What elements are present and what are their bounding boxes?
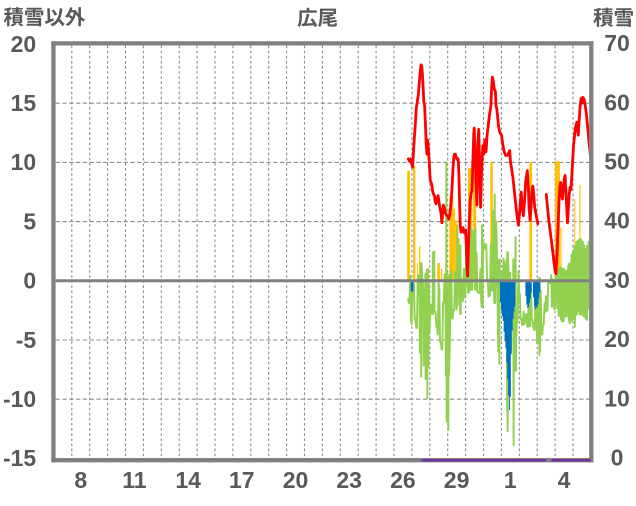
svg-text:-15: -15 <box>3 445 36 471</box>
svg-text:26: 26 <box>390 467 416 493</box>
svg-text:-5: -5 <box>16 327 37 353</box>
svg-text:10: 10 <box>11 149 37 175</box>
svg-text:29: 29 <box>444 467 470 493</box>
svg-text:20: 20 <box>604 326 630 352</box>
svg-text:30: 30 <box>604 267 630 293</box>
svg-text:70: 70 <box>604 30 630 56</box>
svg-text:20: 20 <box>283 467 309 493</box>
svg-text:11: 11 <box>122 467 147 493</box>
svg-text:0: 0 <box>611 445 624 471</box>
svg-text:17: 17 <box>229 467 255 493</box>
svg-text:23: 23 <box>336 467 362 493</box>
svg-text:50: 50 <box>604 149 630 175</box>
svg-text:5: 5 <box>23 208 36 234</box>
svg-text:4: 4 <box>558 467 571 493</box>
svg-text:40: 40 <box>604 208 630 234</box>
svg-text:14: 14 <box>175 467 201 493</box>
svg-text:-10: -10 <box>3 386 36 412</box>
svg-text:0: 0 <box>23 268 36 294</box>
svg-text:60: 60 <box>604 89 630 115</box>
svg-text:1: 1 <box>504 467 517 493</box>
svg-text:20: 20 <box>11 31 37 57</box>
svg-text:15: 15 <box>11 90 37 116</box>
svg-text:10: 10 <box>604 385 630 411</box>
svg-text:8: 8 <box>74 467 87 493</box>
